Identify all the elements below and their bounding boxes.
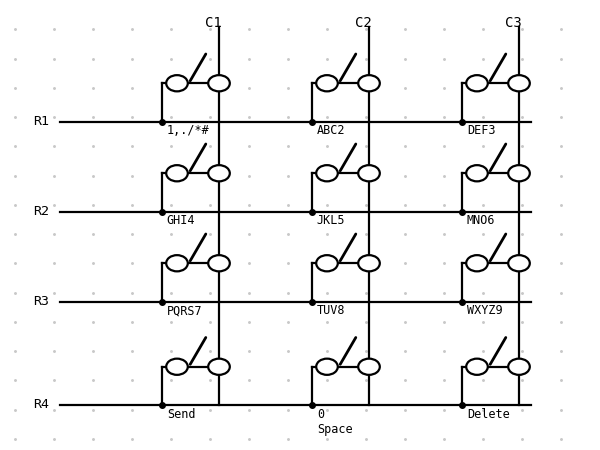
Circle shape [166,359,188,375]
Text: R2: R2 [33,205,49,218]
Circle shape [208,165,230,181]
Circle shape [166,165,188,181]
Text: C3: C3 [505,16,521,30]
Circle shape [358,165,380,181]
Text: DEF3: DEF3 [467,124,496,137]
Text: C1: C1 [205,16,221,30]
Text: R3: R3 [33,295,49,308]
Text: Delete: Delete [467,408,509,421]
Text: C2: C2 [355,16,371,30]
Circle shape [316,165,338,181]
Text: ABC2: ABC2 [317,124,346,137]
Text: PQRS7: PQRS7 [167,304,202,317]
Circle shape [166,255,188,271]
Circle shape [316,75,338,91]
Text: R1: R1 [33,115,49,128]
Circle shape [508,255,530,271]
Circle shape [508,75,530,91]
Text: TUV8: TUV8 [317,304,346,317]
Circle shape [358,75,380,91]
Text: Send: Send [167,408,196,421]
Text: R4: R4 [33,399,49,411]
Circle shape [508,165,530,181]
Circle shape [316,359,338,375]
Circle shape [208,359,230,375]
Circle shape [508,359,530,375]
Circle shape [358,359,380,375]
Circle shape [358,255,380,271]
Text: GHI4: GHI4 [167,214,196,227]
Text: 0
Space: 0 Space [317,408,352,436]
Circle shape [316,255,338,271]
Circle shape [466,359,488,375]
Circle shape [208,75,230,91]
Circle shape [208,255,230,271]
Text: 1,./*#: 1,./*# [167,124,209,137]
Circle shape [166,75,188,91]
Circle shape [466,255,488,271]
Text: JKL5: JKL5 [317,214,346,227]
Text: WXYZ9: WXYZ9 [467,304,502,317]
Circle shape [466,165,488,181]
Circle shape [466,75,488,91]
Text: MNO6: MNO6 [467,214,496,227]
